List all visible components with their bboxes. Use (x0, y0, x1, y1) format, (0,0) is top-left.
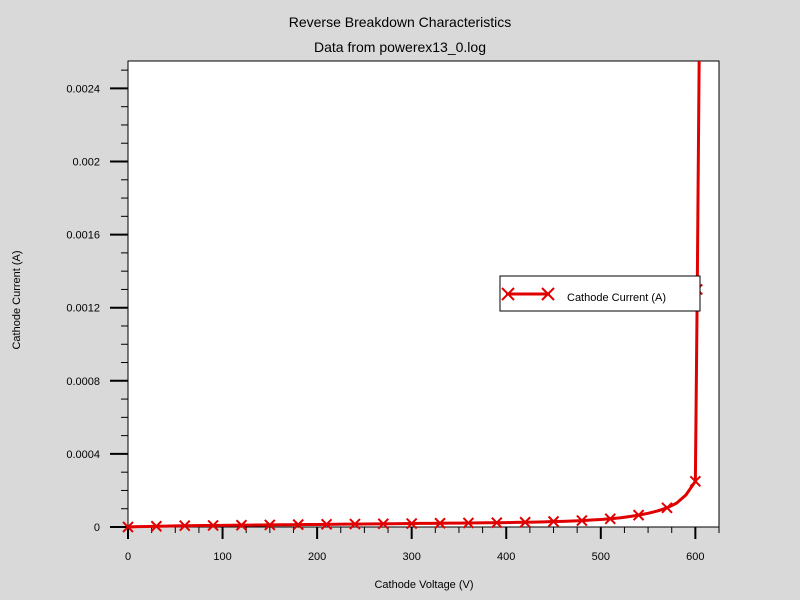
data-point-marker (462, 517, 475, 529)
y-axis: 0 0.0004 0.0008 0.0012 0.0016 0.002 0.0024 (66, 69, 128, 534)
data-point-marker (519, 516, 531, 528)
y-tick-label: 0.002 (72, 157, 100, 169)
data-point-marker (547, 515, 560, 528)
chart-title: Reverse Breakdown Characteristics (289, 14, 512, 30)
legend: Cathode Current (A) (499, 275, 701, 312)
x-axis: 0 100 200 300 400 500 600 (125, 527, 720, 563)
y-tick-label: 0.0008 (66, 376, 100, 388)
y-tick-label: 0.0016 (66, 230, 100, 242)
x-tick-label: 200 (308, 551, 326, 563)
data-point-marker (320, 518, 333, 531)
y-axis-label: Cathode Current (A) (11, 250, 23, 349)
x-tick-label: 100 (213, 551, 231, 563)
data-point-marker (377, 518, 390, 530)
data-point-marker (264, 519, 276, 531)
x-axis-label: Cathode Voltage (V) (374, 579, 473, 591)
x-tick-label: 500 (592, 551, 610, 563)
data-point-marker (576, 514, 588, 527)
data-point-marker (207, 519, 219, 532)
y-tick-label: 0.0024 (66, 83, 100, 95)
x-tick-label: 600 (686, 551, 704, 563)
data-point-marker (122, 521, 134, 533)
y-tick-label: 0.0012 (66, 303, 100, 315)
data-point-marker (405, 517, 418, 530)
legend-label: Cathode Current (A) (567, 292, 666, 304)
data-point-marker (689, 475, 702, 488)
x-tick-label: 400 (497, 551, 515, 563)
data-point-marker (632, 509, 645, 521)
y-tick-label: 0.0004 (66, 449, 100, 461)
data-point-marker (661, 502, 673, 514)
data-point-marker (604, 513, 616, 525)
data-point-marker (491, 516, 503, 529)
data-point-marker (349, 518, 361, 530)
data-point-marker (235, 519, 248, 531)
y-tick-label: 0 (94, 522, 100, 534)
chart-subtitle: Data from powerex13_0.log (314, 39, 486, 55)
data-point-marker (292, 518, 304, 531)
x-tick-label: 300 (403, 551, 421, 563)
x-tick-label: 0 (125, 551, 131, 563)
data-point-marker (179, 520, 191, 532)
series-layer (122, 60, 703, 533)
data-point-marker (434, 517, 446, 529)
data-point-marker (150, 520, 163, 532)
series-line (127, 60, 701, 529)
legend-marker-icon (501, 287, 555, 301)
